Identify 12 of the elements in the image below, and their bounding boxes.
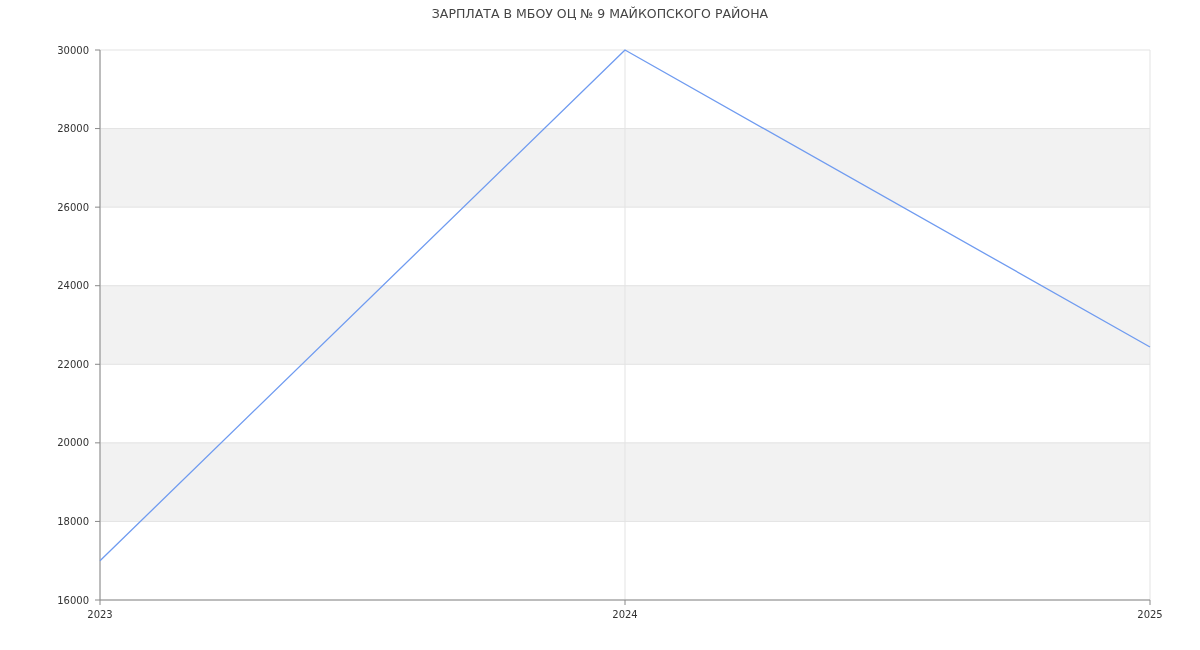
y-tick-label: 26000 <box>57 201 89 213</box>
y-tick-label: 16000 <box>57 594 89 606</box>
x-tick-label: 2024 <box>612 609 638 620</box>
y-tick-label: 28000 <box>57 123 89 135</box>
chart-title: ЗАРПЛАТА В МБОУ ОЦ № 9 МАЙКОПСКОГО РАЙОНА <box>431 6 769 21</box>
y-tick-label: 22000 <box>57 358 89 370</box>
x-tick-label: 2023 <box>87 609 113 620</box>
y-tick-label: 30000 <box>57 44 89 56</box>
y-tick-label: 20000 <box>57 437 89 449</box>
y-tick-label: 18000 <box>57 515 89 527</box>
x-tick-label: 2025 <box>1137 609 1163 620</box>
y-tick-label: 24000 <box>57 280 89 292</box>
